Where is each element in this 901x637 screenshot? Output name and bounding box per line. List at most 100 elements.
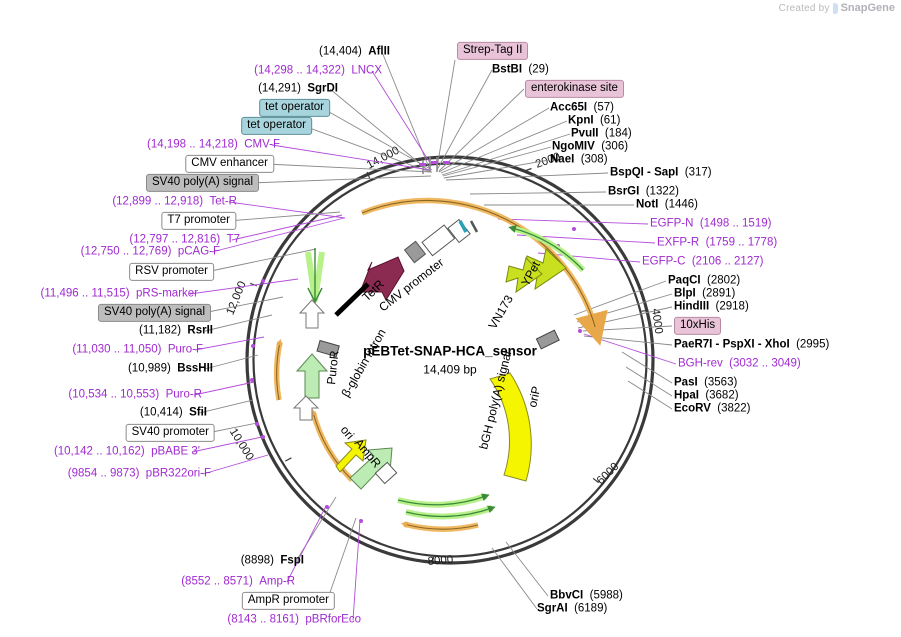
enzyme-label-pasi[interactable]: PasI (3563) [674,377,737,389]
feature-badge-tet-operator[interactable]: tet operator [259,98,330,118]
feature-badge-10xhis[interactable]: 10xHis [674,316,722,336]
feature-badge-rsv-promoter[interactable]: RSV promoter [129,262,214,282]
coordinate-ticks [249,167,649,563]
label-position: (9854 .. 9873) [67,467,140,480]
label-name: BGH-rev [678,357,723,370]
primer-label-puro-r[interactable]: (10,534 .. 10,553) Puro-R [68,389,202,401]
enzyme-label-aflii[interactable]: (14,404) AflII [319,46,390,58]
label-position: (14,291) [258,82,301,95]
primer-label-pbr322ori-f[interactable]: (9854 .. 9873) pBR322ori-F [68,468,211,480]
svg-text:4000: 4000 [649,308,664,335]
plasmid-name: pEBTet-SNAP-HCA_sensor [363,343,537,359]
feature-badge-ampr-promoter[interactable]: AmpR promoter [241,591,335,611]
label-position: (2802) [706,274,741,287]
label-position: (306) [601,140,629,153]
label-position: (184) [604,127,632,140]
feature-badge-cmv-enhancer[interactable]: CMV enhancer [185,154,274,174]
primer-label-pbrforeco[interactable]: (8143 .. 8161) pBRforEco [227,614,361,626]
primer-label-egfp-c[interactable]: EGFP-C (2106 .. 2127) [642,256,763,268]
label-position: (1322) [645,185,679,198]
enzyme-label-ecorv[interactable]: EcoRV (3822) [674,403,751,415]
label-name: BlpI [674,287,696,300]
primer-label-cmv-f[interactable]: (14,198 .. 14,218) CMV-F [147,139,280,151]
enzyme-label-kpni[interactable]: KpnI (61) [568,115,620,127]
enzyme-label-blpi[interactable]: BlpI (2891) [674,288,735,300]
label-name: pBR322ori-F [145,467,211,480]
primer-label-amp-r[interactable]: (8552 .. 8571) Amp-R [181,576,295,588]
label-name: BspQI - SapI [610,166,679,179]
enzyme-label-bbvci[interactable]: BbvCI (5988) [550,590,623,602]
enzyme-label-bsshii[interactable]: (10,989) BssHII [128,363,213,375]
label-position: (2995) [796,338,830,351]
label-name: EGFP-C [642,255,686,268]
enzyme-label-noti[interactable]: NotI (1446) [636,199,698,211]
label-name: T7 [226,233,240,246]
label-name: SgrDI [307,82,338,95]
enzyme-label-sfii[interactable]: (10,414) SfiI [140,407,207,419]
label-name: EcoRV [674,402,711,415]
enzyme-label-acc65i[interactable]: Acc65I (57) [550,102,614,114]
feature-badge-t7-promoter[interactable]: T7 promoter [161,211,236,231]
label-position: (14,298 .. 14,322) [254,64,345,77]
feature-badge-enterokinase-site[interactable]: enterokinase site [525,79,624,99]
label-position: (3032 .. 3049) [729,357,801,370]
label-position: (29) [528,63,549,76]
feature-arrow-white-2 [292,395,320,421]
primer-label-bgh-rev[interactable]: BGH-rev (3032 .. 3049) [678,358,801,370]
feature-badge-sv40-poly-a-signal[interactable]: SV40 poly(A) signal [146,173,259,193]
label-name: BstBI [492,63,523,76]
enzyme-label-sgrdi[interactable]: (14,291) SgrDI [258,83,338,95]
primer-label-pbabe-3[interactable]: (10,142 .. 10,162) pBABE 3' [54,446,200,458]
label-name: Acc65I [550,101,588,114]
label-position: (3822) [717,402,751,415]
enzyme-label-naei[interactable]: NaeI (308) [550,154,608,166]
enzyme-label-bsrgi[interactable]: BsrGI (1322) [608,186,679,198]
enzyme-label-fspi[interactable]: (8898) FspI [241,555,304,567]
label-position: (12,899 .. 12,918) [112,195,204,208]
primer-label-t7[interactable]: (12,797 .. 12,816) T7 [129,234,240,246]
enzyme-label-paer7i-pspxi-xhoi[interactable]: PaeR7I - PspXI - XhoI (2995) [674,339,829,351]
primer-label-exfp-r[interactable]: EXFP-R (1759 .. 1778) [657,237,777,249]
primer-label-prs-marker[interactable]: (11,496 .. 11,515) pRS-marker [41,288,198,300]
label-position: (8552 .. 8571) [181,575,253,588]
label-name: FspI [280,554,304,567]
feature-badge-sv40-poly-a-signal[interactable]: SV40 poly(A) signal [98,303,211,323]
svg-text:10,000: 10,000 [227,426,256,462]
primer-label-lncx[interactable]: (14,298 .. 14,322) LNCX [254,65,382,77]
enzyme-label-bstbi[interactable]: BstBI (29) [492,64,549,76]
credit-brand: SnapGene [840,2,895,14]
label-position: (11,182) [139,324,182,337]
plasmid-size: 14,409 bp [423,362,477,377]
primer-label-pcag-f[interactable]: (12,750 .. 12,769) pCAG-F [81,246,220,258]
label-name: SgrAI [537,602,568,615]
label-position: (5988) [589,589,623,602]
enzyme-label-sgrai[interactable]: SgrAI (6189) [537,603,607,615]
leader-lines-left [189,51,433,621]
feature-arrow-white-1 [298,299,326,329]
enzyme-label-rsrii[interactable]: (11,182) RsrII [139,325,213,337]
feature-badge-strep-tag-ii[interactable]: Strep-Tag II [457,41,529,61]
label-name: PaqCI [668,274,701,287]
label-position: (2106 .. 2127) [691,255,764,268]
label-name: HpaI [674,389,699,402]
enzyme-label-bspqi-sapi[interactable]: BspQI - SapI (317) [610,167,712,179]
label-position: (12,797 .. 12,816) [129,233,221,246]
enzyme-label-ngomiv[interactable]: NgoMIV (306) [552,141,628,153]
label-position: (14,198 .. 14,218) [147,138,238,151]
feature-bar-dark [469,220,479,233]
primer-label-puro-f[interactable]: (11,030 .. 11,050) Puro-F [72,344,203,356]
feature-badge-sv40-promoter[interactable]: SV40 promoter [125,423,215,443]
primer-label-egfp-n[interactable]: EGFP-N (1498 .. 1519) [650,218,771,230]
feature-badge-tet-operator[interactable]: tet operator [241,116,312,136]
label-name: PasI [674,376,698,389]
label-name: pCAG-F [177,245,220,258]
label-name: BbvCI [550,589,584,602]
enzyme-label-hpai[interactable]: HpaI (3682) [674,390,739,402]
primer-label-tet-r[interactable]: (12,899 .. 12,918) Tet-R [112,196,237,208]
feature-arrows [273,197,608,532]
credit-prefix: Created by [778,2,830,14]
enzyme-label-pvuii[interactable]: PvuII (184) [571,128,632,140]
enzyme-label-hindiii[interactable]: HindIII (2918) [674,301,749,313]
enzyme-label-paqci[interactable]: PaqCI (2802) [668,275,740,287]
